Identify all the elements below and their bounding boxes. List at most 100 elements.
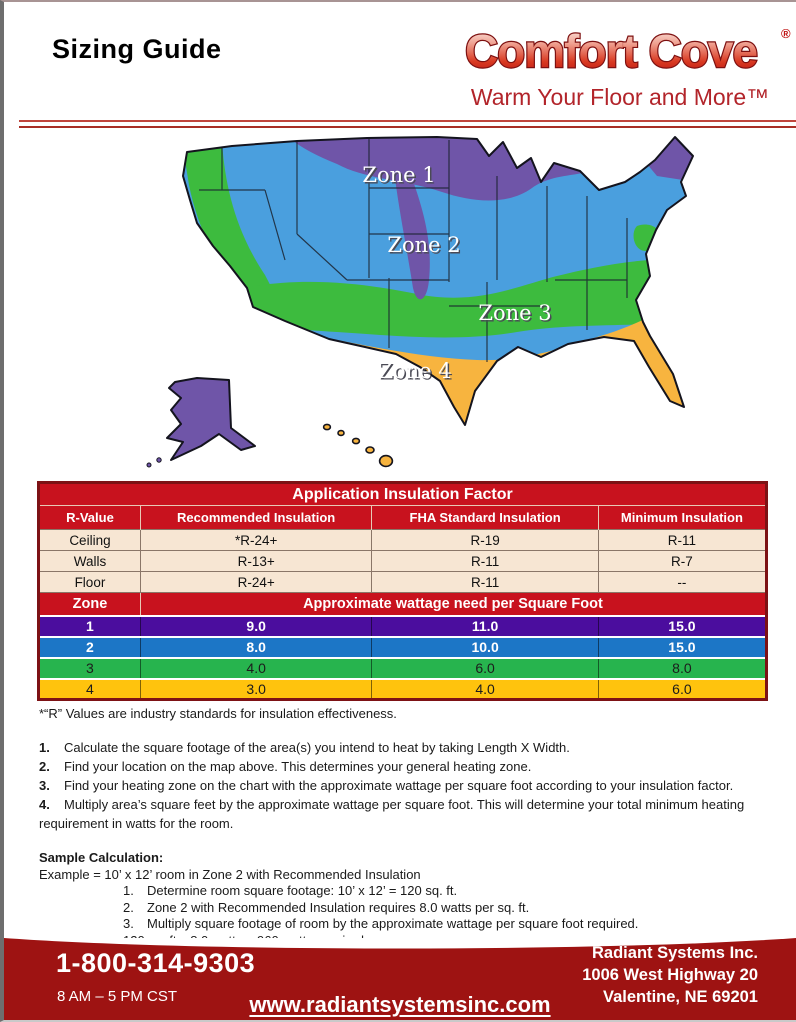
page-footer: 1-800-314-9303 8 AM – 5 PM CST www.radia… <box>4 938 796 1020</box>
cell-value: -- <box>597 571 768 593</box>
sample-example: Example = 10’ x 12’ room in Zone 2 with … <box>39 866 421 882</box>
cell-value: R-11 <box>371 571 599 593</box>
item-number: 2. <box>39 759 50 774</box>
table-row-floor: Floor R-24+ R-11 -- <box>38 571 768 593</box>
table-header-row: R-Value Recommended Insulation FHA Stand… <box>38 505 767 530</box>
zone3-label-shadow: Zone 3 <box>480 303 553 327</box>
zone-row-2: 2 8.0 10.0 15.0 <box>38 635 767 658</box>
table-row-walls: Walls R-13+ R-11 R-7 <box>38 550 768 572</box>
cell-value: R-11 <box>371 550 599 572</box>
zone-header-label: Zone <box>38 592 141 616</box>
aleutian-island <box>156 457 162 463</box>
item-number: 1. <box>39 740 50 755</box>
footer-curve <box>4 938 796 949</box>
item-text: Calculate the square footage of the area… <box>64 740 570 755</box>
row-label: Walls <box>38 550 141 572</box>
address-line1: 1006 West Highway 20 <box>582 966 758 984</box>
zone1-rockies-streak <box>395 170 430 300</box>
logo-text: Comfort Cove <box>465 25 758 77</box>
cell-value: R-13+ <box>139 550 373 572</box>
hawaii <box>322 423 394 468</box>
footer-hours: 8 AM – 5 PM CST <box>57 988 178 1005</box>
col-header-fha: FHA Standard Insulation <box>371 505 599 530</box>
wattage-value: 4.0 <box>139 656 372 679</box>
zone3-region <box>183 137 279 312</box>
zone4-label-shadow: Zone 4 <box>380 361 453 385</box>
wattage-value: 6.0 <box>597 677 767 700</box>
comfort-cove-logo-image: Comfort Cove ® <box>464 24 791 78</box>
sample-step: 1. Determine room square footage: 10’ x 1… <box>39 883 781 900</box>
wattage-value: 8.0 <box>597 656 767 679</box>
wattage-value: 9.0 <box>139 614 372 637</box>
zone4-label: Zone 4 <box>378 359 451 383</box>
us-outline <box>182 136 694 426</box>
footer-background <box>4 938 796 1020</box>
cell-value: R-24+ <box>139 571 373 593</box>
item-text: Multiply area’s square feet by the appro… <box>39 797 745 831</box>
zone3-label: Zone 3 <box>478 301 551 325</box>
footer-address: Radiant Systems Inc. 1006 West Highway 2… <box>582 942 758 1008</box>
instruction-item: 2. Find your location on the map above. T… <box>39 757 781 776</box>
zone-number: 1 <box>38 614 141 637</box>
item-number: 4. <box>39 797 50 812</box>
zone3-band <box>233 259 693 338</box>
cell-value: R-19 <box>371 529 599 551</box>
header-divider-rule <box>19 120 796 128</box>
footer-website: www.radiantsystemsinc.com <box>4 992 796 1018</box>
row-label: Ceiling <box>38 529 141 551</box>
step-number: 2. <box>123 899 134 915</box>
aleutian-island <box>146 462 152 468</box>
climate-zone-map: Zone 1 Zone 1 Zone 2 Zone 2 Zone 3 Zone … <box>137 130 697 475</box>
step-text: Multiply square footage of room by the a… <box>147 916 639 931</box>
registered-mark: ® <box>781 26 791 41</box>
address-line2: Valentine, NE 69201 <box>602 988 758 1006</box>
insulation-factor-table: Application Insulation Factor R-Value Re… <box>37 481 768 701</box>
zone2-label: Zone 2 <box>387 233 460 257</box>
table-row-ceiling: Ceiling *R-24+ R-19 R-11 <box>38 529 768 551</box>
zone-labels: Zone 1 Zone 1 Zone 2 Zone 2 Zone 3 Zone … <box>362 163 553 385</box>
item-text: Find your heating zone on the chart with… <box>64 778 734 793</box>
step-number: 1. <box>123 883 134 898</box>
instruction-item: 1. Calculate the square footage of the ar… <box>39 738 781 757</box>
sample-heading: Sample Calculation: <box>39 850 164 865</box>
cell-value: R-11 <box>597 529 768 551</box>
r-value-footnote: *“R” Values are industry standards for i… <box>39 706 397 721</box>
col-header-recommended: Recommended Insulation <box>139 505 372 530</box>
zone2-label-shadow: Zone 2 <box>389 235 462 259</box>
instructions-list: 1. Calculate the square footage of the ar… <box>39 738 781 833</box>
company-name: Radiant Systems Inc. <box>592 944 758 962</box>
footer-phone: 1-800-314-9303 <box>56 948 256 978</box>
us-zone-map-image: Zone 1 Zone 1 Zone 2 Zone 2 Zone 3 Zone … <box>146 136 694 468</box>
step-text: Determine room square footage: 10’ x 12’… <box>147 883 458 898</box>
zone1-new-england <box>642 137 693 180</box>
wattage-value: 10.0 <box>371 635 599 658</box>
zone-number: 2 <box>38 635 141 658</box>
sample-step: 2. Zone 2 with Recommended Insulation req… <box>39 900 781 917</box>
step-number: 3. <box>123 916 134 931</box>
wattage-value: 4.0 <box>371 677 599 700</box>
website-link[interactable]: www.radiantsystemsinc.com <box>249 992 551 1017</box>
wattage-value: 11.0 <box>371 614 599 637</box>
item-text: Find your location on the map above. Thi… <box>64 759 532 774</box>
wattage-value: 15.0 <box>597 614 767 637</box>
alaska <box>166 377 256 461</box>
wattage-value: 15.0 <box>597 635 767 658</box>
page-title: Sizing Guide <box>52 34 222 64</box>
wattage-value: 8.0 <box>139 635 372 658</box>
zone1-label: Zone 1 <box>362 163 435 187</box>
wattage-value: 3.0 <box>139 677 372 700</box>
cell-value: R-7 <box>597 550 768 572</box>
zone-header-row: Zone Approximate wattage need per Square… <box>38 592 767 616</box>
zone-row-1: 1 9.0 11.0 15.0 <box>38 614 767 637</box>
zone-row-3: 3 4.0 6.0 8.0 <box>38 656 767 679</box>
zone1-label-shadow: Zone 1 <box>364 165 437 189</box>
zone-header-title: Approximate wattage need per Square Foot <box>139 592 767 616</box>
zone-row-4: 4 3.0 4.0 6.0 <box>38 677 767 700</box>
state-borders <box>199 139 628 362</box>
col-header-rvalue: R-Value <box>38 505 141 530</box>
zone-number: 4 <box>38 677 141 700</box>
zone-number: 3 <box>38 656 141 679</box>
row-label: Floor <box>38 571 141 593</box>
brand-tagline: Warm Your Floor and More™ <box>470 84 770 110</box>
